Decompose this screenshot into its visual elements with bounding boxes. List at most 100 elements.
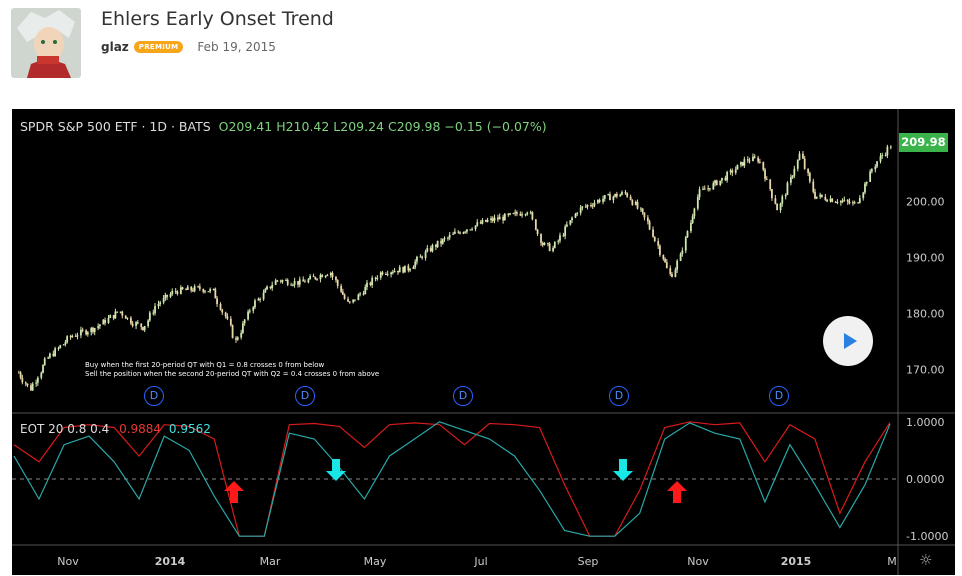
candle-body [204,291,206,293]
candle-body [802,153,804,159]
candle-body [174,290,177,292]
candle-body [590,205,592,207]
candle-body [366,282,368,288]
candle-body [621,192,623,195]
candle-body [97,326,100,329]
candle-body [216,298,218,304]
candle-body [569,220,572,225]
candle-body [92,327,94,332]
candle-body [326,275,329,277]
candle-body [631,199,634,205]
candle-body [681,250,684,254]
candle-body [774,198,777,204]
candle-body [834,201,837,203]
play-button[interactable] [823,316,873,366]
candle-body [90,327,93,333]
candle-body [459,232,461,234]
indicator-value-q1: 0.9884 [119,422,162,436]
candle-body [219,303,222,310]
candle-body [247,311,249,320]
time-axis-label: Nov [687,555,709,568]
candle-body [596,199,599,203]
indicator-axis-label: 0.0000 [906,473,945,486]
candle-body [136,322,139,324]
candle-body [879,156,882,162]
candle-body [476,222,479,226]
candle-body [798,153,801,161]
candle-body [262,292,265,300]
candle-body [858,198,861,204]
dividend-marker[interactable]: D [144,386,164,406]
author-name[interactable]: glaz [101,40,129,54]
candle-body [64,342,67,345]
candle-body [52,353,55,357]
candle-body [659,245,661,255]
candle-body [466,229,468,232]
author-avatar[interactable] [11,8,81,78]
candle-body [102,319,105,325]
candle-body [130,317,132,324]
candle-body [242,323,244,333]
candle-body [403,265,406,273]
candle-body [440,240,442,244]
candle-body [93,328,96,332]
settings-gear-icon[interactable]: ☼ [919,551,933,569]
ohlc-values: O209.41 H210.42 L209.24 C209.98 −0.15 (−… [218,119,547,134]
candle-body [857,202,859,204]
last-price-tag: 209.98 [899,133,948,152]
candle-body [116,311,119,313]
candle-body [484,219,487,222]
candle-body [619,194,622,197]
candle-body [841,200,844,202]
chart-widget[interactable]: 200.00 190.00 180.00 170.00 1.0000 0.0000 -1.0… [12,109,955,575]
candle-body [514,212,517,214]
candle-body [192,290,194,292]
candle-body [826,200,828,202]
candle-body [865,181,868,184]
candle-body [839,200,842,203]
candle-body [202,289,205,292]
candle-body [512,213,515,215]
candle-body [40,372,43,378]
candle-body [176,291,179,294]
candle-body [462,232,465,234]
candle-body [636,201,639,209]
candle-body [726,171,729,181]
candle-body [393,270,396,273]
candle-body [764,169,766,179]
candle-body [193,286,196,292]
candle-body [214,288,217,299]
candle-body [543,242,546,245]
candle-body [469,229,472,231]
candle-body [571,217,573,221]
candle-body [534,219,537,230]
candle-body [243,319,246,324]
candle-body [584,206,587,208]
candle-body [657,241,660,246]
dividend-marker[interactable]: D [769,386,789,406]
candle-body [391,272,394,274]
candle-body [624,192,627,194]
dividend-marker[interactable]: D [295,386,315,406]
candle-body [57,347,60,349]
post-title: Ehlers Early Onset Trend [101,8,334,30]
candle-body [515,212,518,214]
indicator-value-q2: 0.9562 [168,422,211,436]
candle-body [331,272,334,278]
candle-body [791,175,794,178]
candle-body [441,239,444,244]
dividend-marker[interactable]: D [609,386,629,406]
candle-body [781,196,784,204]
candle-body [66,336,69,343]
candle-body [47,357,50,359]
candle-body [17,372,20,374]
candle-body [548,243,551,251]
candle-body [498,216,501,220]
candle-body [24,382,27,384]
dividend-marker[interactable]: D [453,386,473,406]
candle-body [724,177,727,181]
candle-body [207,291,210,293]
candle-body [369,282,372,286]
post-meta: glaz PREMIUM Feb 19, 2015 [101,40,276,54]
candle-body [524,214,527,216]
